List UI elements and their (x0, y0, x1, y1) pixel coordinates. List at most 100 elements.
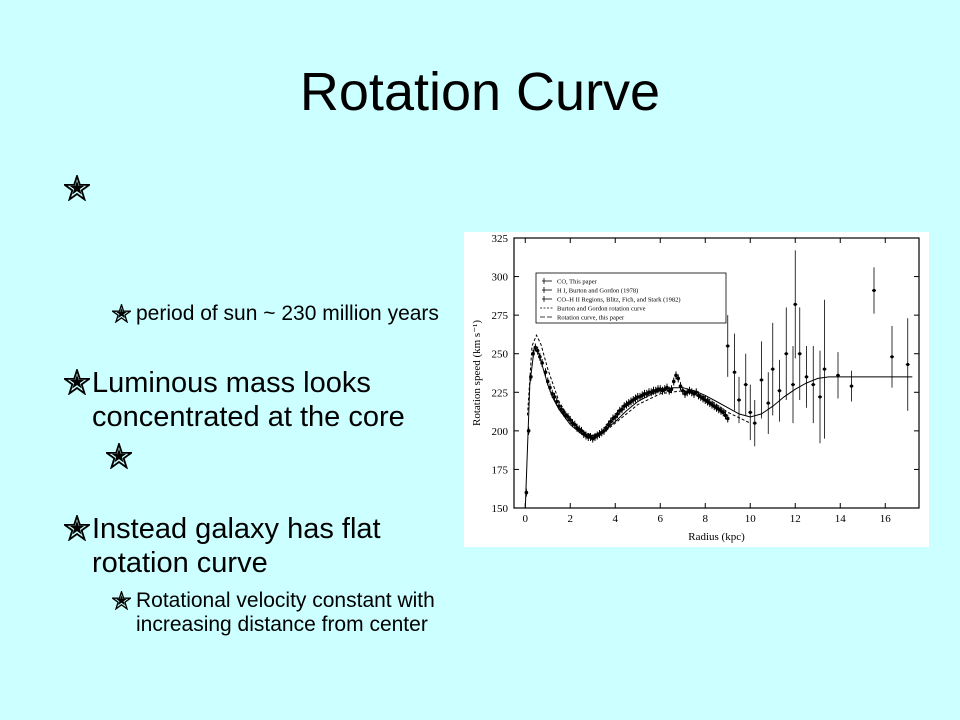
sub-bullet-star-icon (106, 443, 132, 469)
co-data-point (694, 390, 699, 395)
co-data-point (615, 412, 620, 416)
co-data-point (524, 490, 529, 495)
bullet-star-icon (64, 369, 90, 395)
sub-bullet-1-text: period of sun ~ 230 million years (136, 302, 439, 325)
co-data-point (557, 404, 561, 408)
y-tick-label: 200 (492, 426, 509, 438)
co-data-point (526, 429, 531, 433)
co-data-point (579, 429, 584, 433)
hii-data-marker (822, 367, 827, 371)
hii-data-marker (748, 410, 752, 414)
co-data-point (552, 395, 557, 399)
x-tick-label: 8 (703, 513, 709, 525)
co-data-point (602, 429, 606, 433)
legend-entry: Burton and Gordon rotation curve (557, 306, 646, 313)
co-data-point (613, 415, 618, 419)
hii-data-marker (890, 355, 894, 359)
y-tick-label: 325 (492, 233, 509, 245)
co-data-point (540, 361, 544, 365)
co-data-point (669, 387, 674, 391)
hii-data-marker (906, 362, 910, 367)
rotation-curve-line (524, 346, 913, 509)
co-data-point (608, 419, 613, 424)
y-axis-label: Rotation speed (km s⁻¹) (471, 320, 483, 426)
hii-data-marker (793, 302, 797, 306)
legend-entry: Rotation curve, this paper (557, 315, 625, 322)
co-data-point (531, 351, 535, 356)
co-data-point (572, 422, 577, 427)
x-tick-label: 10 (745, 513, 757, 525)
hii-data-marker (726, 344, 730, 348)
co-data-point (554, 399, 559, 404)
co-data-point (604, 425, 609, 430)
co-data-point (671, 379, 676, 384)
y-tick-label: 150 (492, 503, 509, 515)
hii-data-marker (872, 288, 876, 293)
co-data-point (676, 376, 681, 381)
x-tick-label: 4 (613, 513, 619, 525)
bullet-star-icon (64, 175, 90, 201)
co-data-point (561, 410, 566, 415)
hii-data-marker (818, 395, 822, 399)
co-data-point (550, 392, 555, 396)
co-data-point (548, 385, 552, 390)
x-axis-label: Radius (kpc) (688, 531, 745, 543)
hii-data-marker (777, 389, 782, 393)
co-data-point (723, 413, 728, 418)
legend-entry: CO–H II Regions, Blitz, Fich, and Stark … (557, 297, 681, 304)
hii-data-marker (804, 375, 809, 379)
co-data-point (721, 410, 726, 415)
co-data-point (543, 370, 548, 375)
rotation-curve-chart: 0 2 4 6 8 10 12 14 16 150 175 200 225 250 275 300 325 CO… (464, 232, 929, 547)
co-data-point (568, 418, 573, 422)
co-data-point (678, 384, 683, 388)
x-tick-label: 14 (835, 513, 847, 525)
co-data-point (566, 415, 570, 419)
hii-data-marker (811, 382, 815, 387)
bullet-star-icon (64, 515, 90, 541)
sub-bullet-star-icon (112, 591, 131, 610)
hii-data-marker (744, 382, 748, 387)
slide-title: Rotation Curve (299, 62, 661, 122)
sub-bullet-star-icon (112, 304, 131, 323)
hii-data-marker (737, 398, 741, 402)
co-data-point (545, 379, 550, 384)
y-tick-label: 225 (492, 387, 509, 399)
bullet-2-text: Luminous mass looks concentrated at the … (92, 367, 405, 433)
co-data-point (535, 348, 540, 353)
co-data-point (680, 388, 685, 393)
y-tick-label: 175 (492, 464, 509, 476)
co-data-point (674, 373, 678, 378)
rotation-curve-plot: 0 2 4 6 8 10 12 14 16 150 175 200 225 250 275 300 325 CO… (471, 233, 920, 543)
legend-entry: H I, Burton and Gordon (1978) (557, 288, 638, 295)
hii-data-marker (759, 378, 764, 382)
x-tick-label: 16 (880, 513, 892, 525)
hii-data-marker (784, 352, 788, 356)
hii-data-marker (836, 373, 840, 377)
hii-data-marker (798, 352, 802, 356)
legend: CO, This paper H I, Burton and Gordon (19… (535, 272, 727, 324)
co-data-point (725, 416, 730, 421)
plot-frame (513, 237, 920, 509)
legend-entry: CO, This paper (557, 279, 598, 286)
co-data-point (529, 375, 533, 379)
y-tick-label: 250 (492, 349, 509, 361)
co-data-point (559, 407, 564, 412)
y-tick-label: 300 (492, 272, 509, 284)
hii-data-marker (732, 370, 737, 374)
x-tick-label: 6 (658, 513, 664, 525)
hii-data-marker (753, 421, 757, 425)
co-data-point (620, 407, 624, 412)
co-data-point (606, 422, 611, 427)
co-data-point (538, 355, 542, 359)
hii-data-marker (766, 401, 770, 405)
sub-bullet-3-text: Rotational velocity constant with increa… (136, 589, 435, 636)
co-data-point (533, 345, 538, 350)
x-tick-label: 2 (568, 513, 574, 525)
bullet-3-text: Instead galaxy has flat rotation curve (92, 513, 381, 579)
hii-data-marker (771, 367, 775, 371)
y-tick-label: 275 (492, 310, 509, 322)
hii-data-marker (849, 384, 854, 388)
hii-data-marker (791, 382, 795, 387)
co-data-point (665, 385, 669, 390)
